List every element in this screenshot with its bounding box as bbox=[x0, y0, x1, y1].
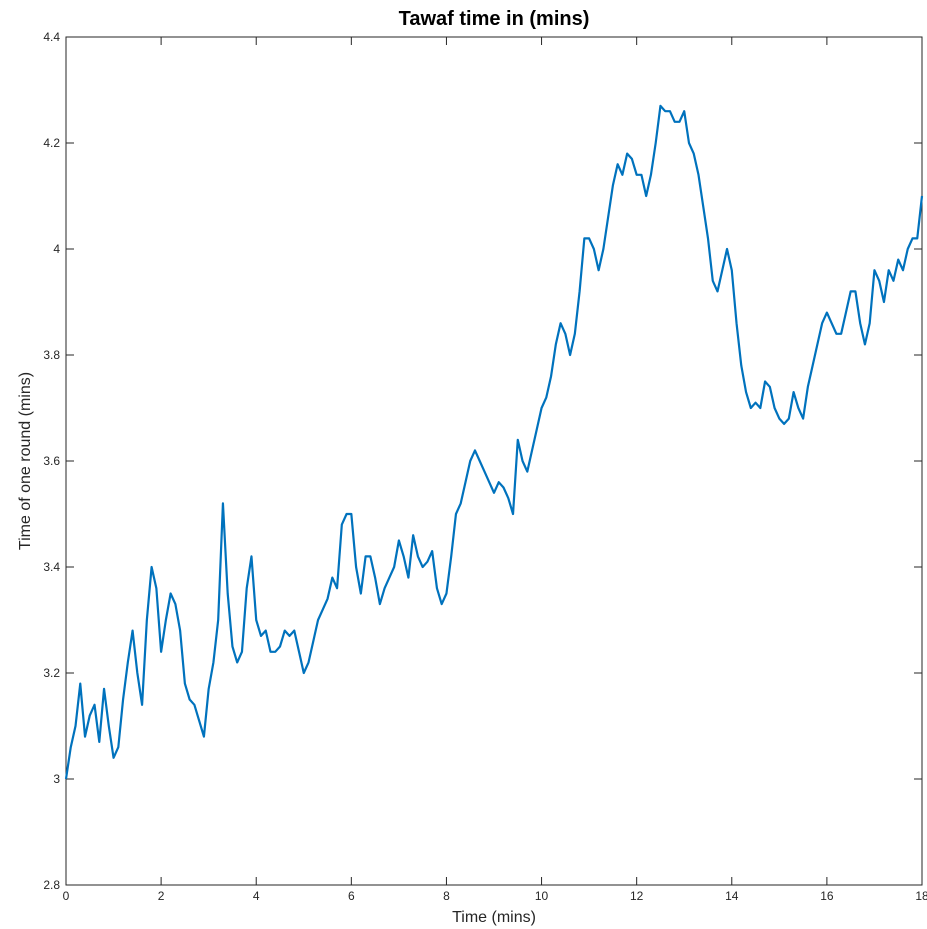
y-tick-label: 3.6 bbox=[43, 454, 60, 468]
x-axis-label: Time (mins) bbox=[452, 909, 536, 926]
y-tick-label: 3.8 bbox=[43, 348, 60, 362]
y-tick-label: 2.8 bbox=[43, 878, 60, 892]
x-tick-label: 4 bbox=[253, 889, 260, 903]
y-tick-label: 3.4 bbox=[43, 560, 60, 574]
y-axis-label: Time of one round (mins) bbox=[17, 372, 34, 550]
x-tick-label: 16 bbox=[820, 889, 834, 903]
x-tick-label: 2 bbox=[158, 889, 165, 903]
y-tick-label: 4 bbox=[53, 242, 60, 256]
y-tick-label: 3 bbox=[53, 772, 60, 786]
x-tick-label: 0 bbox=[63, 889, 70, 903]
x-tick-label: 10 bbox=[535, 889, 549, 903]
y-tick-label: 4.2 bbox=[43, 136, 60, 150]
x-tick-label: 6 bbox=[348, 889, 355, 903]
x-tick-label: 18 bbox=[915, 889, 927, 903]
x-tick-label: 14 bbox=[725, 889, 739, 903]
data-line bbox=[64, 104, 924, 780]
plot-frame bbox=[65, 36, 923, 886]
y-tick-label: 4.4 bbox=[43, 30, 60, 44]
chart-title: Tawaf time in (mins) bbox=[399, 8, 590, 30]
x-tick-label: 12 bbox=[630, 889, 644, 903]
x-tick-label: 8 bbox=[443, 889, 450, 903]
y-tick-label: 3.2 bbox=[43, 666, 60, 680]
